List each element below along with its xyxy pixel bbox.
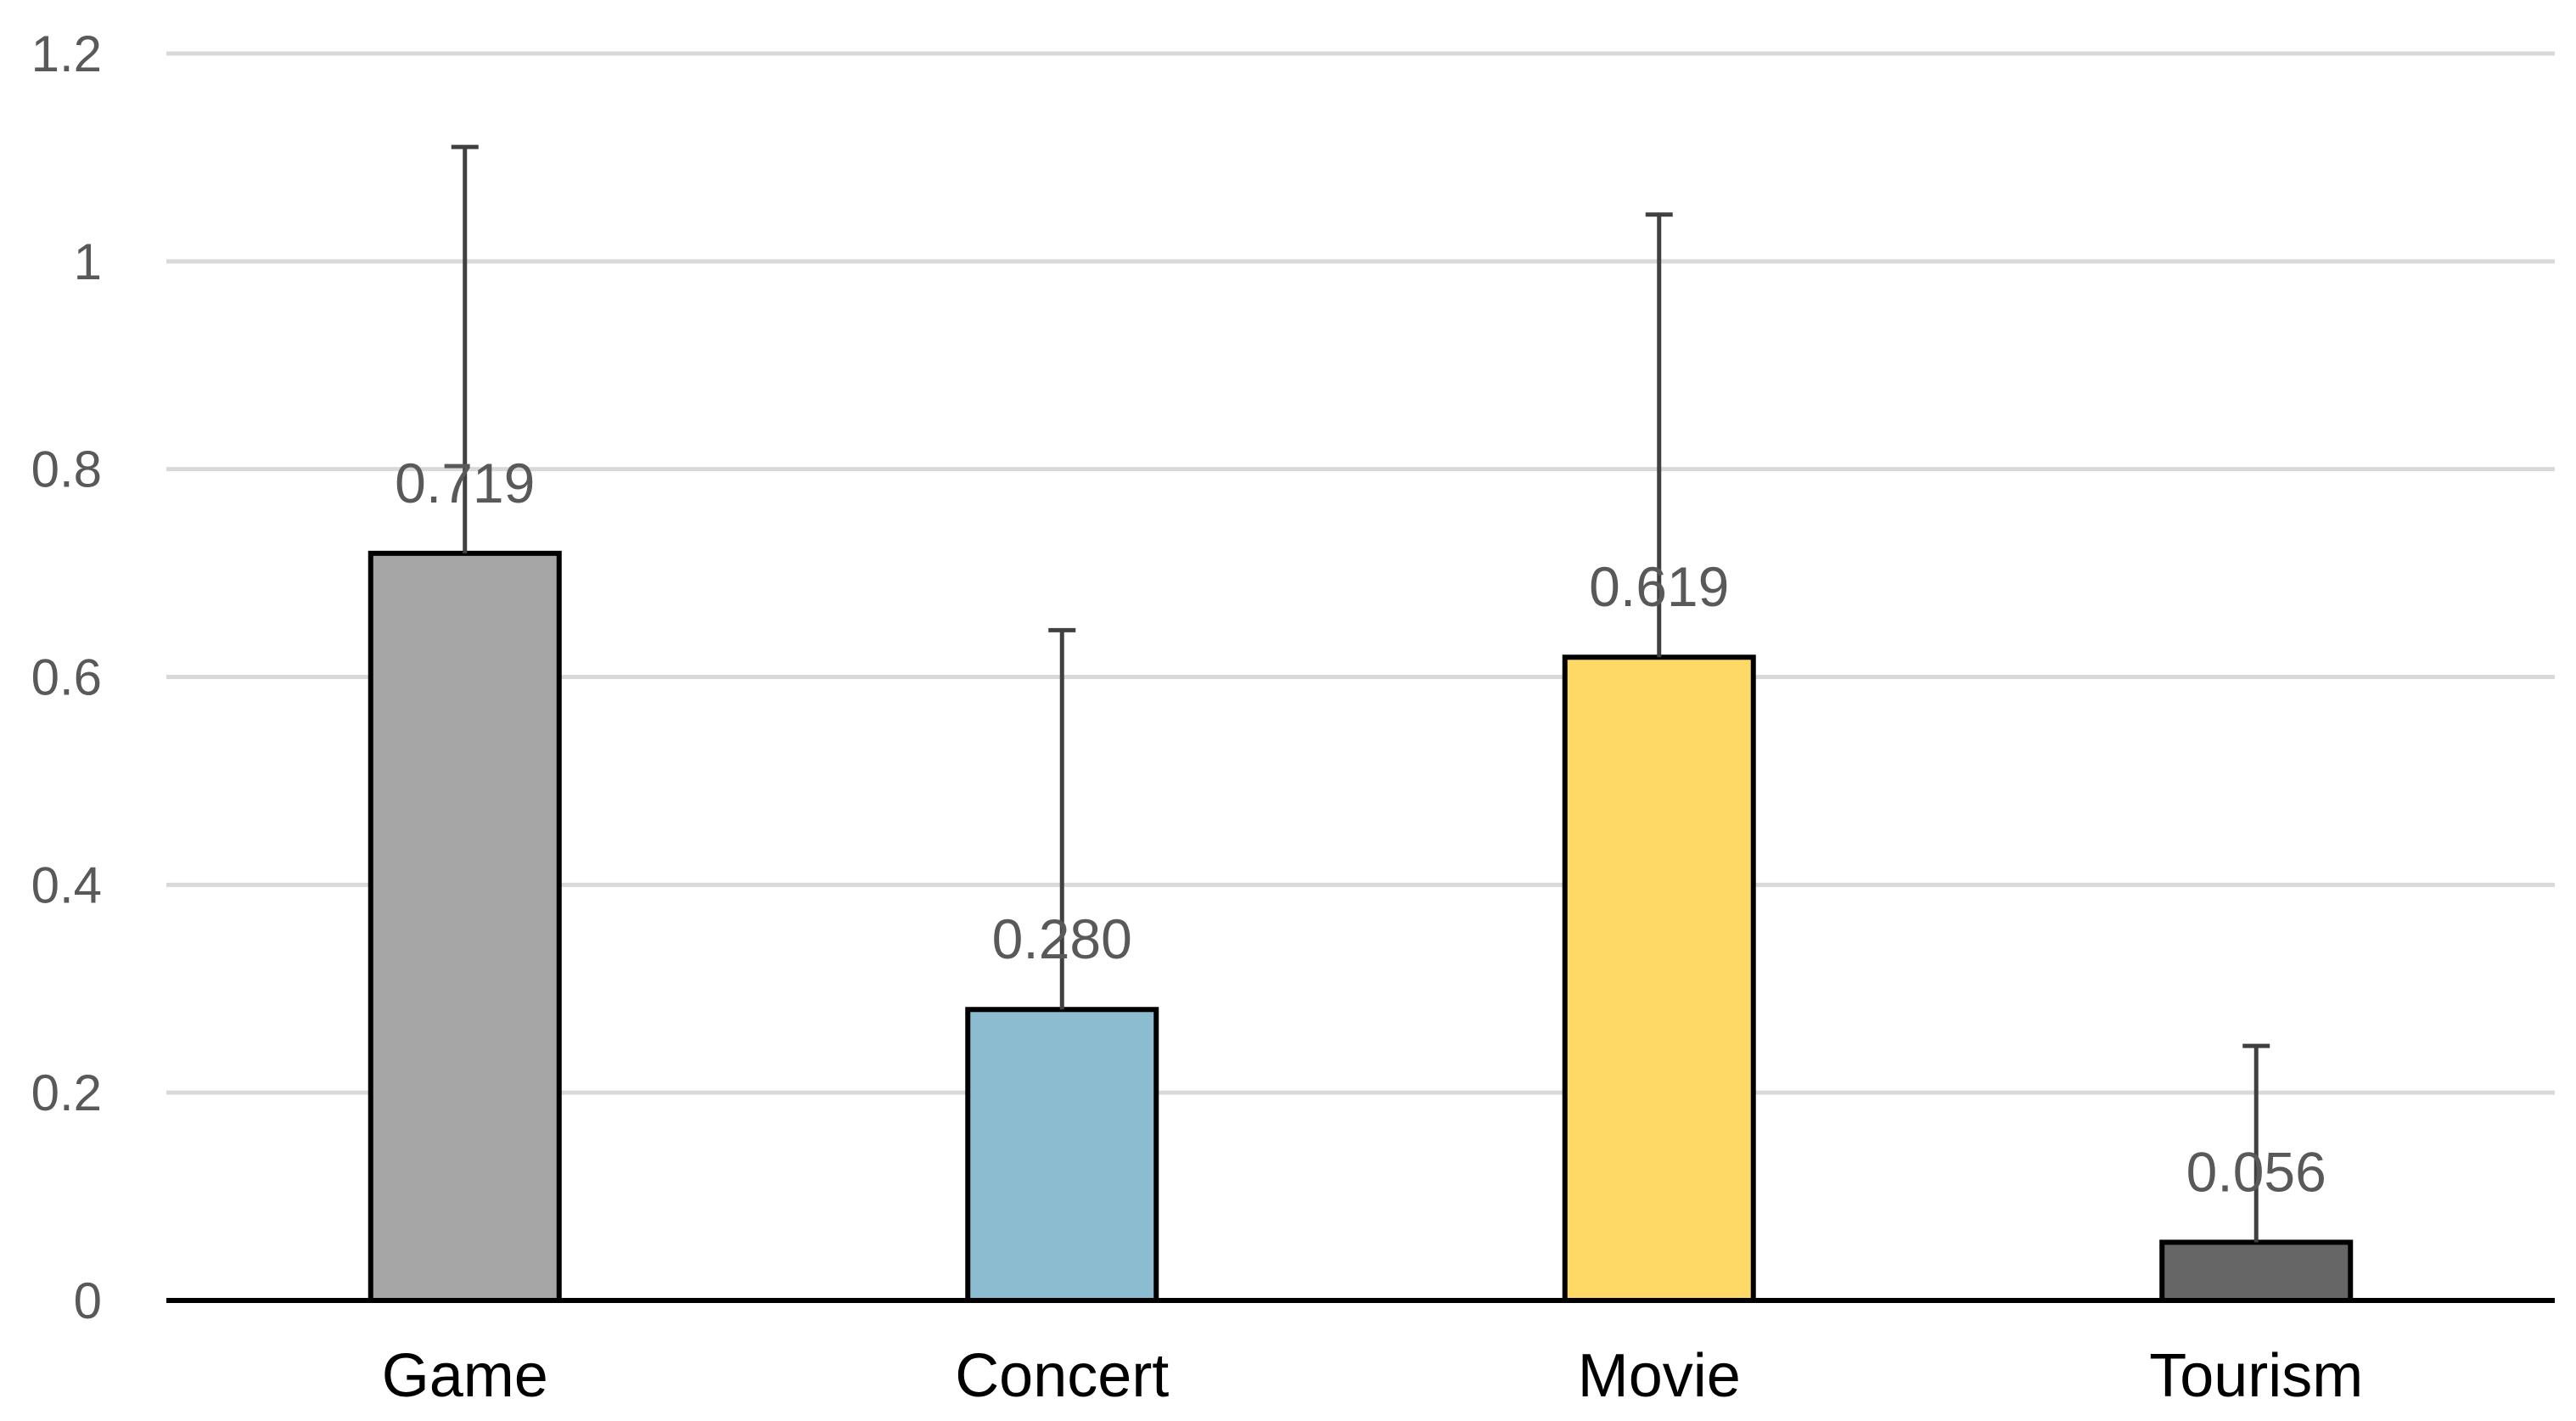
category-label-movie: Movie	[1578, 1342, 1741, 1410]
x-axis-categories: Game Concert Movie Tourism	[382, 1342, 2364, 1410]
category-label-tourism: Tourism	[2149, 1342, 2363, 1410]
error-bar-concert	[1048, 627, 1076, 1010]
error-bar-game	[451, 144, 479, 553]
bar-movie	[1562, 654, 1756, 1303]
y-tick-label: 1.2	[31, 25, 102, 82]
y-tick-label: 0	[74, 1272, 102, 1329]
y-tick-label: 0.2	[31, 1064, 102, 1121]
data-label-concert: 0.280	[992, 907, 1132, 970]
data-labels: 0.719 0.280 0.619 0.056	[395, 452, 2326, 1204]
y-tick-label: 0.4	[31, 857, 102, 913]
error-bars	[451, 144, 2270, 1243]
category-label-concert: Concert	[955, 1342, 1169, 1410]
y-tick-label: 1	[74, 233, 102, 290]
error-bar-movie	[1645, 212, 1673, 658]
gridlines	[166, 51, 2555, 1095]
bar-concert	[965, 1007, 1159, 1303]
y-tick-label: 0.6	[31, 649, 102, 706]
category-label-game: Game	[382, 1342, 548, 1410]
y-tick-label: 0.8	[31, 441, 102, 498]
data-label-movie: 0.619	[1589, 555, 1729, 618]
data-label-tourism: 0.056	[2186, 1140, 2326, 1203]
bar-game	[368, 550, 562, 1303]
data-label-game: 0.719	[395, 452, 535, 514]
y-axis-ticks: 0 0.2 0.4 0.6 0.8 1 1.2	[31, 25, 102, 1329]
bars	[368, 550, 2354, 1303]
error-bar-tourism	[2242, 1043, 2270, 1243]
bar-tourism	[2159, 1239, 2354, 1303]
